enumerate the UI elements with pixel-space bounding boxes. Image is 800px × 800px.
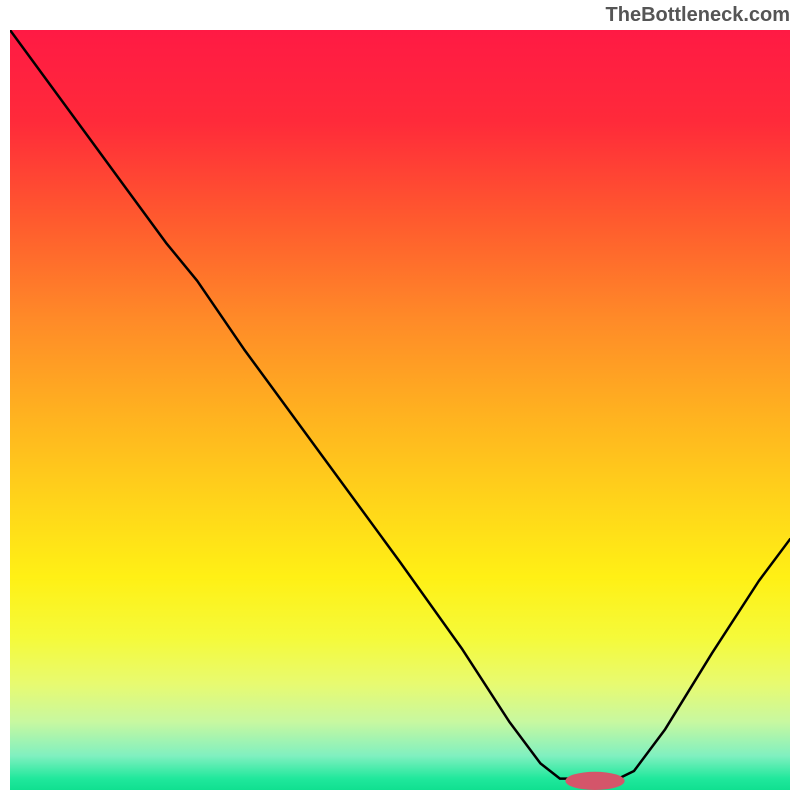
chart-svg: [10, 30, 790, 790]
bottleneck-chart: [10, 30, 790, 790]
watermark-text: TheBottleneck.com: [606, 4, 790, 27]
optimal-marker: [565, 772, 624, 790]
chart-background: [10, 30, 790, 790]
